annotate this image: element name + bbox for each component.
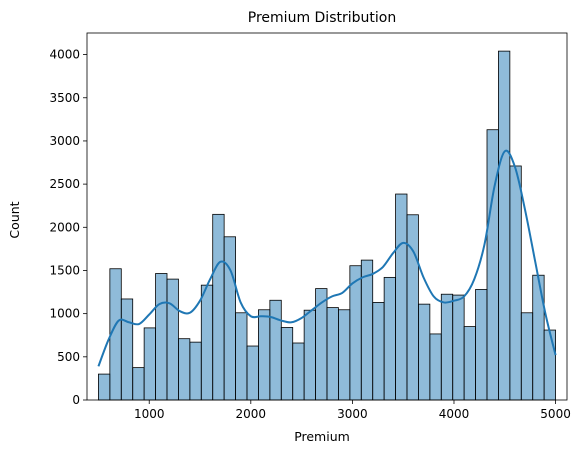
histogram-bar [349,265,362,401]
plot-frame [86,32,568,401]
histogram-bar [360,259,374,401]
y-tick-label: 3500 [49,91,80,105]
histogram-bar [155,273,168,401]
histogram-bar [212,213,225,401]
histogram-bar [486,129,499,401]
histogram-bar [418,303,431,401]
histogram-bar [440,293,454,401]
histogram-bar [520,312,534,401]
histogram-bar [223,236,236,401]
histogram-bar [395,193,408,401]
histogram-bar [509,165,522,401]
y-tick-label: 4000 [49,48,80,62]
histogram-bar [200,284,214,401]
y-tick-label: 0 [72,393,80,407]
histogram-bars [98,50,556,401]
x-tick-label: 3000 [337,407,368,421]
histogram-bar [235,312,248,401]
histogram-bar [178,338,191,401]
histogram-bar [246,345,259,401]
y-tick-label: 2000 [49,220,80,234]
histogram-bar [406,214,419,401]
histogram-bar [429,333,442,401]
kde-curve [97,149,557,367]
y-tick-label: 500 [57,350,80,364]
histogram-bar [120,298,134,401]
x-tick-label: 5000 [540,407,571,421]
histogram-bar [280,327,294,401]
histogram-bar [292,342,305,401]
x-tick-label: 1000 [134,407,165,421]
y-axis: 0 500 1000 1500 2000 2500 3000 3500 4000 [49,48,87,407]
x-tick-label: 2000 [236,407,267,421]
histogram-bar [189,341,202,401]
histogram-bar [338,309,351,401]
x-axis: 1000 2000 3000 4000 5000 [134,400,571,421]
histogram-bar [166,278,179,401]
histogram-bar [303,309,316,401]
histogram-bar [132,367,145,401]
chart-title: Premium Distribution [248,10,396,26]
histogram-bar [475,289,488,401]
histogram-bar [498,50,511,401]
y-tick-label: 1000 [49,307,80,321]
y-tick-label: 1500 [49,263,80,277]
histogram-bar [258,309,271,401]
histogram-bar [372,302,385,401]
histogram-bar [452,294,465,401]
y-tick-label: 2500 [49,177,80,191]
y-tick-label: 3000 [49,134,80,148]
histogram-bar [143,327,156,401]
x-axis-label: Premium [294,429,350,444]
histogram-bar [463,326,476,401]
histogram-bar [98,373,111,401]
histogram-bar [269,299,282,401]
histogram-bar [543,329,556,401]
y-axis-label: Count [7,201,22,238]
histogram-bar [326,307,339,401]
histogram-bar [383,276,396,401]
x-tick-label: 4000 [439,407,470,421]
